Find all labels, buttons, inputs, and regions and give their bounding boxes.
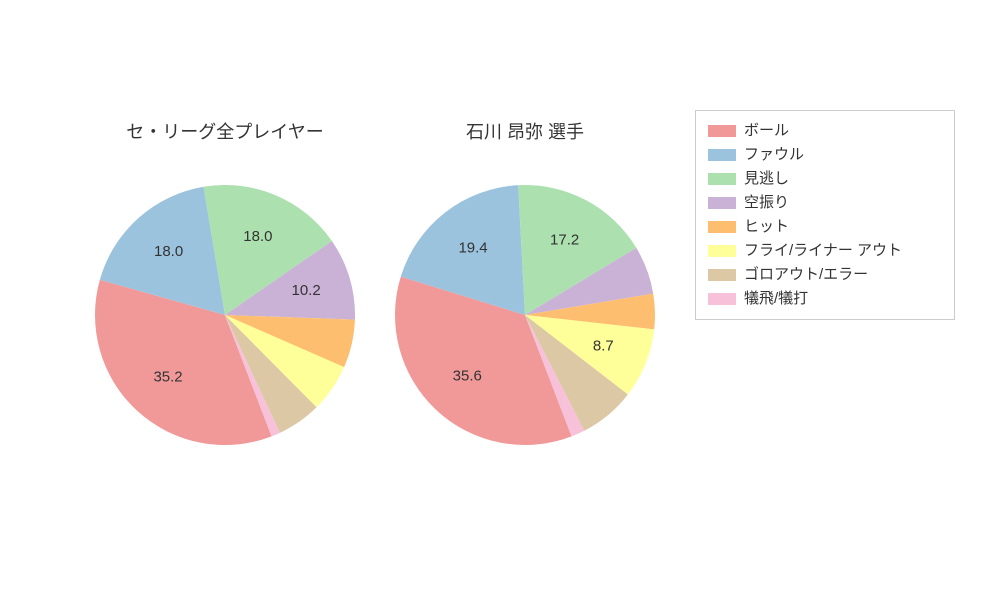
chart-title-player: 石川 昂弥 選手 (325, 118, 725, 144)
legend: ボールファウル見逃し空振りヒットフライ/ライナー アウトゴロアウト/エラー犠飛/… (695, 110, 955, 320)
legend-swatch-looking (708, 173, 736, 185)
legend-swatch-sac (708, 293, 736, 305)
pie-label-player-looking: 17.2 (550, 231, 579, 248)
legend-label-ground: ゴロアウト/エラー (744, 263, 868, 287)
legend-swatch-ball (708, 125, 736, 137)
legend-swatch-hit (708, 221, 736, 233)
legend-label-fly: フライ/ライナー アウト (744, 239, 902, 263)
pie-label-league-foul: 18.0 (154, 243, 183, 260)
pie-label-league-looking: 18.0 (243, 228, 272, 245)
chart-stage: セ・リーグ全プレイヤー35.218.018.010.2石川 昂弥 選手35.61… (0, 0, 1000, 600)
legend-label-foul: ファウル (744, 143, 804, 167)
pie-label-league-ball: 35.2 (153, 368, 182, 385)
legend-item-sac: 犠飛/犠打 (708, 287, 942, 311)
pie-label-league-swing: 10.2 (291, 282, 320, 299)
pie-player: 35.6 19.4 17.2 8.7 (395, 185, 655, 445)
legend-item-foul: ファウル (708, 143, 942, 167)
legend-label-swing: 空振り (744, 191, 789, 215)
legend-label-ball: ボール (744, 119, 789, 143)
legend-item-ground: ゴロアウト/エラー (708, 263, 942, 287)
legend-item-fly: フライ/ライナー アウト (708, 239, 942, 263)
legend-item-ball: ボール (708, 119, 942, 143)
legend-item-hit: ヒット (708, 215, 942, 239)
legend-label-hit: ヒット (744, 215, 789, 239)
legend-item-swing: 空振り (708, 191, 942, 215)
legend-item-looking: 見逃し (708, 167, 942, 191)
pie-league: 35.2 18.0 18.0 10.2 (95, 185, 355, 445)
legend-swatch-foul (708, 149, 736, 161)
pie-label-player-ball: 35.6 (453, 368, 482, 385)
pie-label-player-foul: 19.4 (458, 239, 487, 256)
legend-swatch-ground (708, 269, 736, 281)
pie-label-player-fly: 8.7 (593, 338, 614, 355)
legend-swatch-swing (708, 197, 736, 209)
legend-label-sac: 犠飛/犠打 (744, 287, 808, 311)
legend-label-looking: 見逃し (744, 167, 789, 191)
legend-swatch-fly (708, 245, 736, 257)
